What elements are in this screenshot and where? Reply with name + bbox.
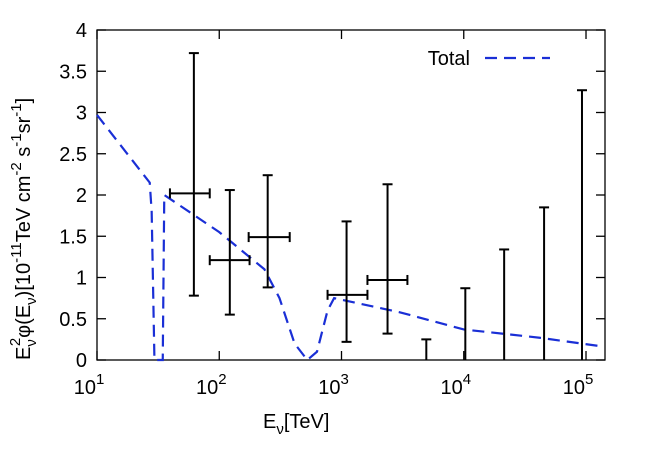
plot-frame xyxy=(96,29,606,361)
x-tick-exponent: 3 xyxy=(340,371,348,388)
y-label-part: -2 xyxy=(8,162,25,175)
x-tick-exponent: 4 xyxy=(463,371,471,388)
line-series xyxy=(96,114,600,362)
x-tick-label: 104 xyxy=(440,371,471,399)
x-tick-exponent: 1 xyxy=(96,371,104,388)
x-tick-exponent: 2 xyxy=(218,371,226,388)
legend-label: Total xyxy=(428,48,470,70)
x-tick-base: 10 xyxy=(318,377,340,399)
y-label-part: -11 xyxy=(8,242,25,263)
y-label-part: φ(E xyxy=(13,305,35,338)
y-tick-label: 3.5 xyxy=(59,61,87,83)
y-label-part: -1 xyxy=(8,103,25,116)
x-tick-exponent: 5 xyxy=(585,371,593,388)
x-tick-base: 10 xyxy=(74,377,96,399)
y-label-part: TeV cm xyxy=(13,176,35,243)
y-tick-label: 0.5 xyxy=(59,309,87,331)
y-label-part: E xyxy=(13,347,35,360)
x-label-part: ν xyxy=(276,421,284,438)
y-tick-label: 4 xyxy=(76,20,87,42)
y-label-part: sr xyxy=(13,116,35,133)
y-tick-label: 1 xyxy=(76,268,87,290)
x-tick-label: 102 xyxy=(196,371,227,399)
y-tick-label: 2.5 xyxy=(59,144,87,166)
y-label-part: s xyxy=(13,147,35,163)
y-tick-label: 1.5 xyxy=(59,226,87,248)
x-tick-base: 10 xyxy=(440,377,462,399)
y-tick-label: 0 xyxy=(76,350,87,372)
x-label-part: E xyxy=(263,411,276,433)
x-label-part: [TeV] xyxy=(284,411,330,433)
y-label-part: )[10 xyxy=(13,263,35,297)
y-label-part: ] xyxy=(13,98,35,104)
x-tick-base: 10 xyxy=(563,377,585,399)
y-tick-label: 2 xyxy=(76,185,87,207)
y-tick-label: 3 xyxy=(76,103,87,125)
y-label-part: ν xyxy=(23,339,40,347)
y-label-part: -1 xyxy=(8,133,25,146)
x-tick-label: 103 xyxy=(318,371,349,399)
y-axis-label: Eν2φ(Eν)[10-11TeV cm-2 s-1sr-1] xyxy=(7,98,40,360)
x-tick-base: 10 xyxy=(196,377,218,399)
x-tick-label: 105 xyxy=(563,371,594,399)
x-tick-label: 101 xyxy=(74,371,105,399)
y-label-part: 2 xyxy=(7,338,24,346)
y-label-part: ν xyxy=(23,297,40,305)
x-axis-label: Eν[TeV] xyxy=(263,411,329,438)
